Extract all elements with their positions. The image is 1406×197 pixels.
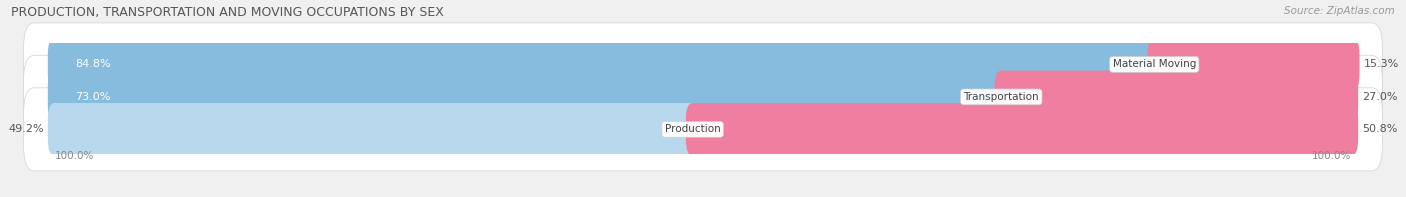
- Text: 15.3%: 15.3%: [1364, 59, 1399, 69]
- Text: Material Moving: Material Moving: [1112, 59, 1197, 69]
- Text: PRODUCTION, TRANSPORTATION AND MOVING OCCUPATIONS BY SEX: PRODUCTION, TRANSPORTATION AND MOVING OC…: [11, 6, 444, 19]
- Text: 100.0%: 100.0%: [1312, 151, 1351, 161]
- Text: 84.8%: 84.8%: [75, 59, 111, 69]
- Text: Source: ZipAtlas.com: Source: ZipAtlas.com: [1284, 6, 1395, 16]
- Text: Transportation: Transportation: [963, 92, 1039, 102]
- Text: Production: Production: [665, 124, 720, 134]
- Text: 73.0%: 73.0%: [75, 92, 110, 102]
- FancyBboxPatch shape: [48, 103, 699, 156]
- FancyBboxPatch shape: [48, 38, 1161, 91]
- FancyBboxPatch shape: [48, 71, 1008, 123]
- FancyBboxPatch shape: [686, 103, 1358, 156]
- FancyBboxPatch shape: [994, 71, 1358, 123]
- FancyBboxPatch shape: [24, 88, 1382, 171]
- FancyBboxPatch shape: [24, 23, 1382, 106]
- Legend: Male, Female: Male, Female: [638, 194, 768, 197]
- Text: 50.8%: 50.8%: [1362, 124, 1398, 134]
- FancyBboxPatch shape: [1147, 38, 1360, 91]
- Text: 100.0%: 100.0%: [55, 151, 94, 161]
- Text: 27.0%: 27.0%: [1362, 92, 1398, 102]
- Text: 49.2%: 49.2%: [8, 124, 44, 134]
- FancyBboxPatch shape: [24, 55, 1382, 138]
